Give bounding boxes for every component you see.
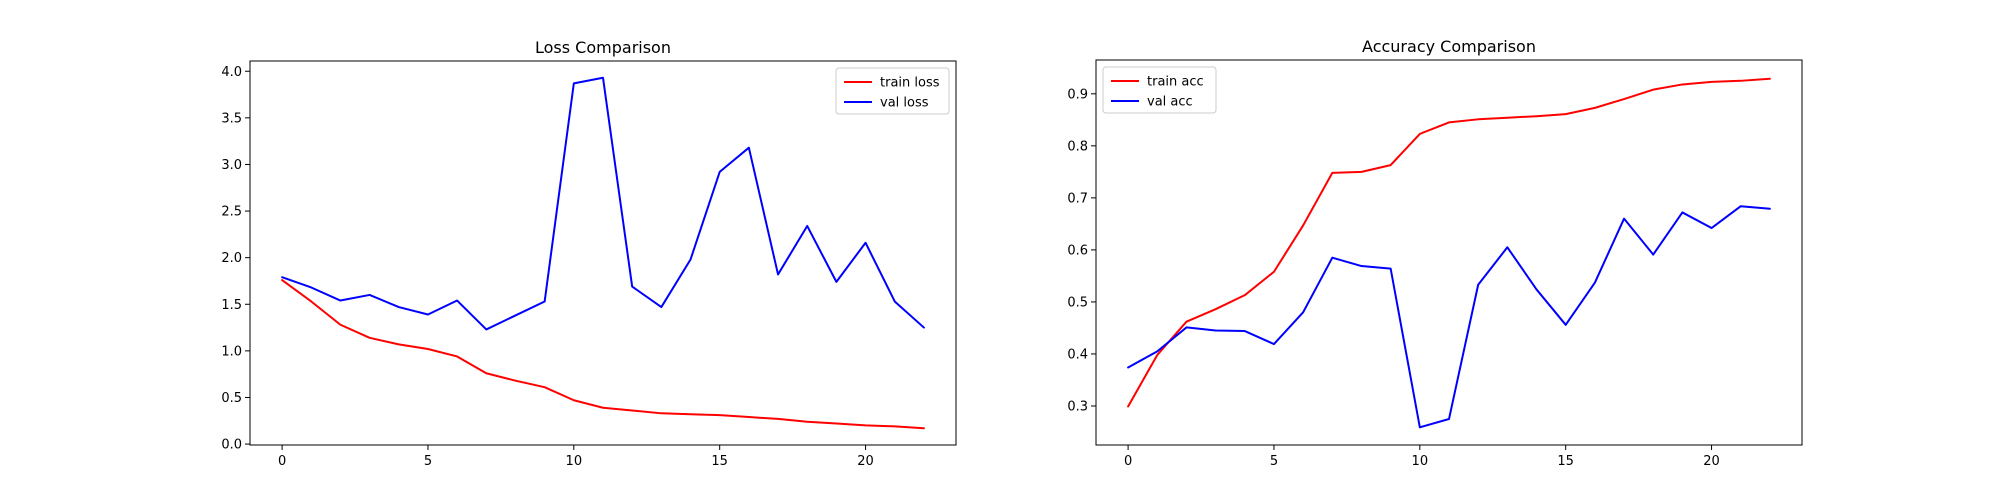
loss-legend-label: val loss bbox=[880, 96, 929, 111]
loss-x-tick-label: 20 bbox=[857, 454, 874, 469]
loss-x-tick-label: 5 bbox=[424, 454, 432, 469]
accuracy-x-tick-label: 20 bbox=[1703, 454, 1720, 469]
loss-chart: Loss Comparison 0 5 10 15 20 0.0 0.5 1.0 1.5 2.0 2.… bbox=[221, 38, 957, 469]
accuracy-x-tick-label: 5 bbox=[1270, 454, 1278, 469]
accuracy-y-tick-label: 0.3 bbox=[1067, 399, 1088, 414]
loss-y-tick-label: 4.0 bbox=[221, 65, 242, 80]
accuracy-series-val-acc bbox=[1127, 205, 1771, 429]
loss-y-tick-label: 3.0 bbox=[221, 158, 242, 173]
accuracy-y-tick-label: 0.5 bbox=[1067, 295, 1088, 310]
accuracy-legend-label: val acc bbox=[1147, 95, 1193, 110]
loss-y-tick-label: 0.5 bbox=[221, 391, 242, 406]
loss-x-tick-label: 0 bbox=[278, 454, 286, 469]
accuracy-x-tick-label: 10 bbox=[1412, 454, 1429, 469]
accuracy-x-tick-label: 15 bbox=[1557, 454, 1574, 469]
loss-chart-title: Loss Comparison bbox=[535, 38, 671, 57]
loss-legend-label: train loss bbox=[880, 76, 940, 91]
loss-series-val-loss bbox=[281, 76, 925, 331]
loss-axes-frame bbox=[249, 60, 957, 446]
accuracy-y-tick-label: 0.9 bbox=[1067, 87, 1088, 102]
loss-y-tick-label: 0.0 bbox=[221, 438, 242, 453]
loss-x-tick-label: 10 bbox=[566, 454, 583, 469]
loss-y-tick-label: 2.5 bbox=[221, 205, 242, 220]
loss-series-train-loss bbox=[281, 279, 925, 430]
accuracy-y-tick-label: 0.4 bbox=[1067, 347, 1088, 362]
loss-y-tick-label: 1.0 bbox=[221, 344, 242, 359]
accuracy-x-tick-label: 0 bbox=[1124, 454, 1132, 469]
loss-x-tick-label: 15 bbox=[711, 454, 728, 469]
accuracy-y-tick-label: 0.7 bbox=[1067, 191, 1088, 206]
accuracy-series-train-acc bbox=[1127, 77, 1771, 408]
loss-legend: train loss val loss bbox=[835, 67, 950, 115]
accuracy-legend: train acc val acc bbox=[1102, 66, 1217, 114]
accuracy-y-tick-label: 0.8 bbox=[1067, 139, 1088, 154]
loss-y-tick-label: 3.5 bbox=[221, 111, 242, 126]
accuracy-chart-title: Accuracy Comparison bbox=[1362, 37, 1536, 56]
loss-y-tick-label: 2.0 bbox=[221, 251, 242, 266]
accuracy-chart: Accuracy Comparison 0 5 10 15 20 0.3 0.4 0.5 0.6 0… bbox=[1067, 37, 1803, 469]
loss-y-tick-label: 1.5 bbox=[221, 298, 242, 313]
accuracy-legend-label: train acc bbox=[1147, 75, 1204, 90]
accuracy-axes-frame bbox=[1095, 59, 1803, 446]
accuracy-y-tick-label: 0.6 bbox=[1067, 243, 1088, 258]
